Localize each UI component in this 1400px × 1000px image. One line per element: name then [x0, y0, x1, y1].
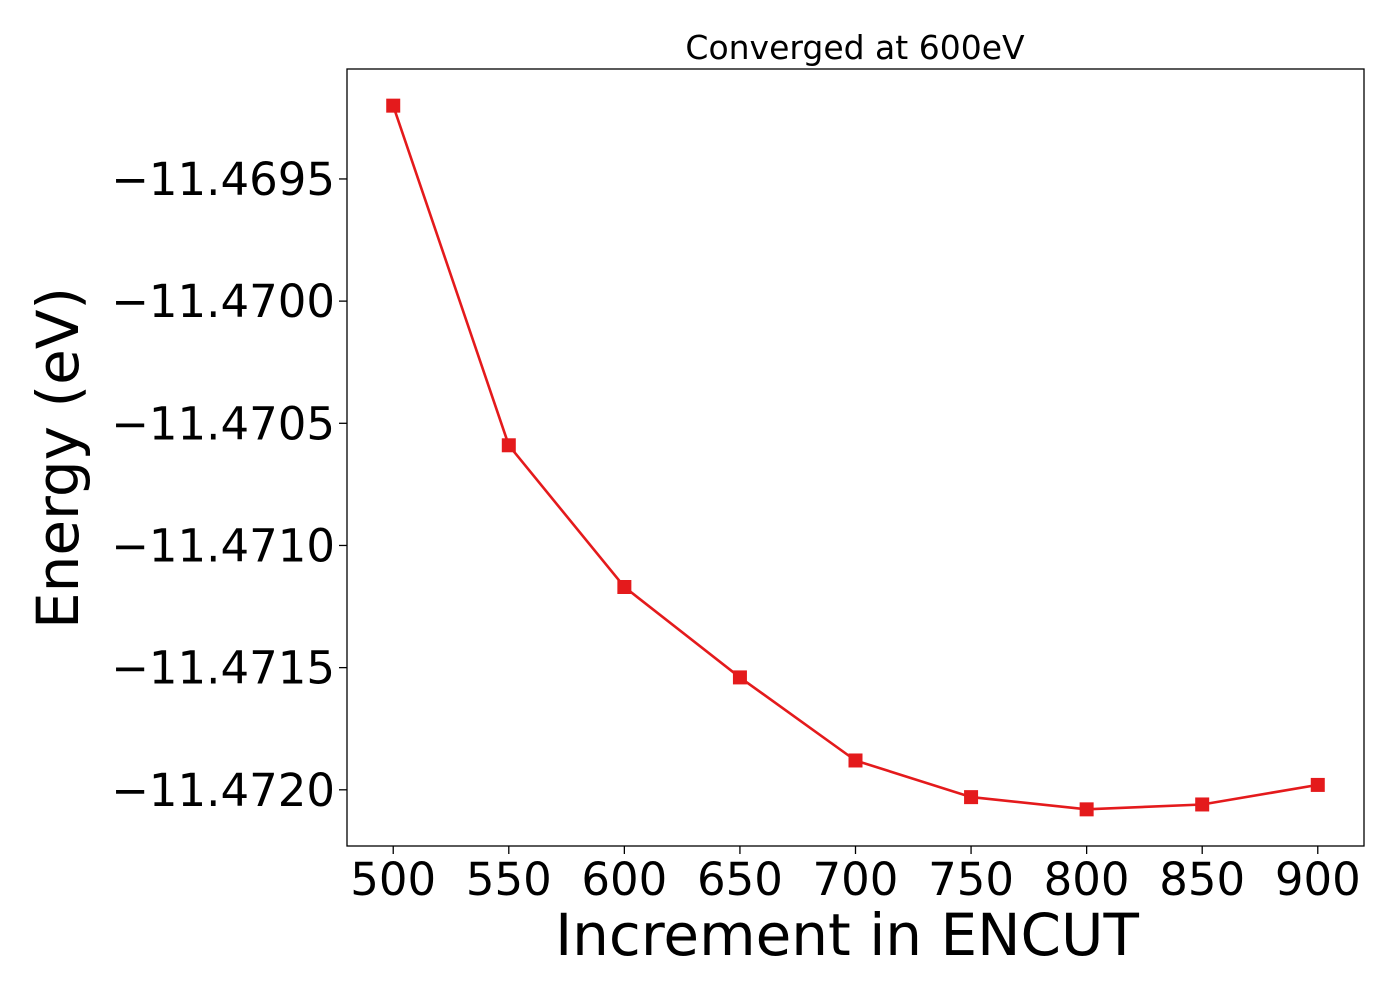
y-tick-label: −11.4710	[111, 519, 335, 572]
x-tick-label: 800	[1044, 853, 1130, 906]
x-tick-label: 900	[1275, 853, 1361, 906]
x-tick-label: 600	[581, 853, 667, 906]
data-point-marker	[1195, 797, 1210, 812]
x-tick-label: 850	[1159, 853, 1245, 906]
x-tick-label: 650	[697, 853, 783, 906]
x-axis-label: Increment in ENCUT	[555, 901, 1139, 969]
data-point-marker	[501, 438, 516, 453]
x-tick-label: 750	[928, 853, 1014, 906]
energy-series-line	[391, 105, 1319, 811]
y-tick-label: −11.4715	[111, 642, 335, 695]
x-tick-label: 700	[813, 853, 899, 906]
y-tick-label: −11.4695	[111, 153, 335, 206]
chart-title: Converged at 600eV	[685, 28, 1025, 67]
y-axis-ticks: −11.4695 −11.4700 −11.4705 −11.4710 −11.4715…	[111, 153, 347, 817]
data-point-marker	[1079, 802, 1094, 817]
x-tick-label: 550	[466, 853, 552, 906]
data-point-marker	[964, 790, 979, 805]
data-point-marker	[617, 580, 632, 594]
plot-frame	[346, 68, 1365, 847]
y-tick-label: −11.4720	[111, 764, 335, 817]
x-tick-label: 500	[350, 853, 436, 906]
x-axis-ticks: 500 550 600 650 700 750 800 850 900	[350, 846, 1361, 906]
y-tick-label: −11.4700	[111, 275, 335, 328]
energy-series-markers	[386, 98, 1325, 817]
data-point-marker	[386, 98, 401, 113]
y-axis-label: Energy (eV)	[24, 287, 92, 629]
data-point-marker	[732, 670, 747, 685]
y-tick-label: −11.4705	[111, 397, 335, 450]
data-point-marker	[1310, 777, 1325, 792]
data-point-marker	[848, 753, 863, 768]
